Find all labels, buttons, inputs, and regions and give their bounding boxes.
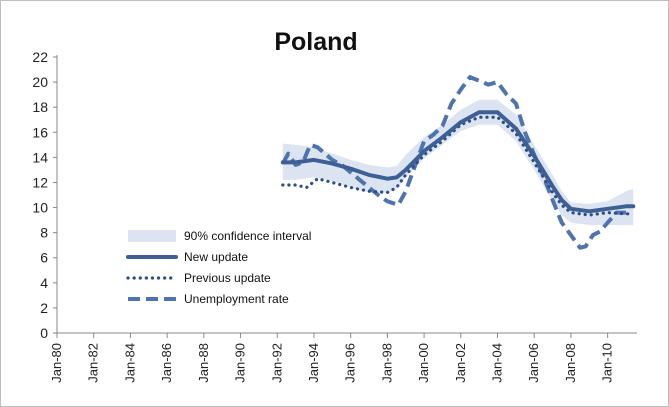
- x-tick-label: Jan-10: [600, 343, 615, 383]
- x-tick-label: Jan-04: [490, 343, 505, 383]
- y-tick-label: 2: [40, 300, 48, 316]
- y-tick-label: 8: [40, 225, 48, 241]
- x-tick-label: Jan-80: [49, 343, 64, 383]
- y-tick-label: 18: [32, 99, 48, 115]
- legend-label: New update: [184, 250, 248, 264]
- x-tick-label: Jan-90: [233, 343, 248, 383]
- series-new-update: [280, 110, 636, 214]
- x-tick-label: Jan-86: [159, 343, 174, 383]
- chart-title: Poland: [274, 28, 357, 56]
- x-tick-label: Jan-92: [269, 343, 284, 383]
- y-tick-label: 4: [40, 275, 48, 291]
- legend-label: 90% confidence interval: [184, 229, 311, 243]
- y-tick-label: 10: [32, 200, 48, 216]
- y-tick-label: 20: [32, 74, 48, 90]
- y-tick-label: 6: [40, 250, 48, 266]
- series-previous-update: [281, 115, 635, 217]
- x-tick-label: Jan-06: [526, 343, 541, 383]
- y-tick-label: 16: [32, 124, 48, 140]
- legend-label: Unemployment rate: [184, 292, 289, 306]
- y-tick-label: 22: [32, 49, 48, 65]
- x-tick-label: Jan-96: [343, 343, 358, 383]
- legend-label: Previous update: [184, 271, 271, 285]
- x-tick-label: Jan-88: [196, 343, 211, 383]
- series-layer: [280, 75, 636, 250]
- x-tick-label: Jan-98: [379, 343, 394, 383]
- x-tick-label: Jan-02: [453, 343, 468, 383]
- x-tick-label: Jan-84: [122, 343, 137, 383]
- x-tick-label: Jan-00: [416, 343, 431, 383]
- legend: 90% confidence interval New update Previou…: [126, 229, 311, 306]
- x-tick-label: Jan-94: [306, 343, 321, 383]
- x-tick-label: Jan-82: [86, 343, 101, 383]
- y-tick-label: 12: [32, 174, 48, 190]
- legend-swatch-band: [128, 230, 176, 242]
- y-tick-label: 14: [32, 149, 48, 165]
- y-tick-label: 0: [40, 325, 48, 341]
- x-tick-label: Jan-08: [563, 343, 578, 383]
- axis-layer: 0 2 4 6 8 10 12 14 16 18 20 22 Jan-80 Jan-82 Jan-84 Jan…: [32, 49, 637, 383]
